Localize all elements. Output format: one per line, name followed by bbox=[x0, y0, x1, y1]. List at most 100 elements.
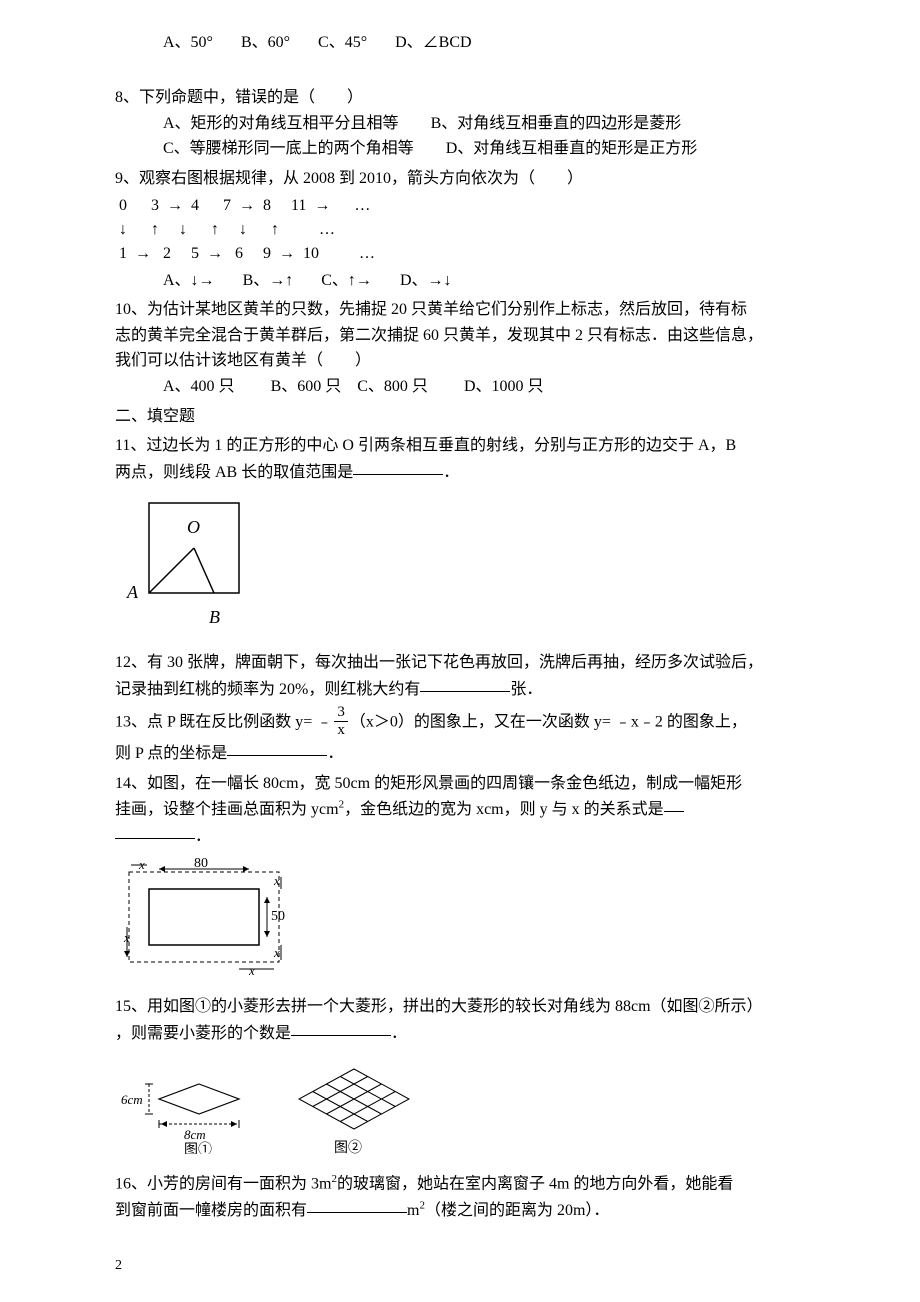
q12-line2: 记录抽到红桃的频率为 20%，则红桃大约有 张． bbox=[115, 676, 805, 703]
q12-line1: 12、有 30 张牌，牌面朝下，每次抽出一张记下花色再放回，洗牌后再抽，经历多次… bbox=[115, 650, 805, 676]
q15-svg: 6cm 8cm 图① 图② bbox=[119, 1054, 429, 1154]
q16-c2: m bbox=[407, 1202, 419, 1219]
q15-blank bbox=[291, 1018, 391, 1036]
q7-opt-c: C、45° bbox=[318, 34, 367, 51]
q14-label-80: 80 bbox=[194, 857, 208, 871]
q16-c1: 到窗前面一幢楼房的面积有 bbox=[115, 1202, 307, 1219]
q10-opt-a: A、400 只 bbox=[163, 378, 235, 395]
q9: 9、观察右图根据规律，从 2008 到 2010，箭头方向依次为（ ） 0 3 … bbox=[115, 166, 805, 293]
q11-line2: 两点，则线段 AB 长的取值范围是 ． bbox=[115, 459, 805, 486]
q15-cap1: 图① bbox=[184, 1142, 212, 1154]
q9-opt-c: C、↑→ bbox=[321, 272, 372, 289]
q8: 8、下列命题中，错误的是（ ） A、矩形的对角线互相平分且相等 B、对角线互相垂… bbox=[115, 85, 805, 162]
q14-svg: 80 50 x x x x x bbox=[119, 857, 299, 977]
q12: 12、有 30 张牌，牌面朝下，每次抽出一张记下花色再放回，洗牌后再抽，经历多次… bbox=[115, 650, 805, 702]
q10-opt-c: C、800 只 bbox=[357, 378, 428, 395]
q14-label-50: 50 bbox=[271, 909, 285, 924]
q9-opt-b: B、→↑ bbox=[243, 272, 294, 289]
q13: 13、点 P 既在反比例函数 y= ﹣3x（x＞0）的图象上，又在一次函数 y=… bbox=[115, 706, 805, 767]
section2-heading: 二、填空题 bbox=[115, 404, 805, 430]
q14: 14、如图，在一幅长 80cm，宽 50cm 的矩形风景画的四周镶一条金色纸边，… bbox=[115, 771, 805, 986]
q11-diagram: O A B bbox=[119, 493, 805, 642]
q11-label-o: O bbox=[187, 517, 200, 537]
q15-label-6cm: 6cm bbox=[121, 1092, 143, 1107]
page-number: 2 bbox=[115, 1255, 122, 1277]
q16-a: 16、小芳的房间有一面积为 3m bbox=[115, 1175, 331, 1192]
q16: 16、小芳的房间有一面积为 3m2的玻璃窗，她站在室内离窗子 4m 的地方向外看… bbox=[115, 1171, 805, 1224]
q10-opt-b: B、600 只 bbox=[271, 378, 342, 395]
q8-options-row2: C、等腰梯形同一底上的两个角相等 D、对角线互相垂直的矩形是正方形 bbox=[115, 136, 805, 162]
q9-row1: 0 3 → 4 7 → 8 11 → … bbox=[119, 194, 805, 218]
q13-a1: 13、点 P 既在反比例函数 y= ﹣ bbox=[115, 714, 332, 731]
q14-line2: 挂画，设整个挂画总面积为 ycm2，金色纸边的宽为 xcm，则 y 与 x 的关… bbox=[115, 796, 805, 823]
q10-line1: 10、为估计某地区黄羊的只数，先捕捉 20 只黄羊给它们分别作上标志，然后放回，… bbox=[115, 297, 805, 323]
q7-opt-a: A、50° bbox=[163, 34, 213, 51]
q7-options: A、50° B、60° C、45° D、∠BCD bbox=[115, 30, 805, 56]
q9-opt-a: A、↓→ bbox=[163, 272, 215, 289]
q12-b2: 张． bbox=[510, 681, 542, 698]
q15-diagram: 6cm 8cm 图① 图② bbox=[119, 1054, 805, 1163]
q16-line2: 到窗前面一幢楼房的面积有m2（楼之间的距离为 20m）． bbox=[115, 1197, 805, 1224]
q11-line1: 11、过边长为 1 的正方形的中心 O 引两条相互垂直的射线，分别与正方形的边交… bbox=[115, 433, 805, 459]
q10-line2: 志的黄羊完全混合于黄羊群后，第二次捕捉 60 只黄羊，发现其中 2 只有标志．由… bbox=[115, 323, 805, 349]
q13-b2: ． bbox=[327, 745, 343, 762]
q7-opt-d: D、∠BCD bbox=[395, 34, 471, 51]
q15-b2: ． bbox=[391, 1025, 407, 1042]
q11-line2a: 两点，则线段 AB 长的取值范围是 bbox=[115, 464, 353, 481]
q13-fraction: 3x bbox=[334, 704, 348, 738]
q9-arrow-table: 0 3 → 4 7 → 8 11 → … ↓ ↑ ↓ ↑ ↓ ↑ … 1 → 2… bbox=[115, 194, 805, 266]
q10-options: A、400 只 B、600 只 C、800 只 D、1000 只 bbox=[115, 374, 805, 400]
q14-x5: x bbox=[248, 963, 255, 977]
q10-line3: 我们可以估计该地区有黄羊（ ） bbox=[115, 348, 805, 374]
q12-blank bbox=[420, 674, 510, 692]
q8-opt-a: A、矩形的对角线互相平分且相等 bbox=[163, 115, 399, 132]
q8-opt-b: B、对角线互相垂直的四边形是菱形 bbox=[431, 115, 682, 132]
q11: 11、过边长为 1 的正方形的中心 O 引两条相互垂直的射线，分别与正方形的边交… bbox=[115, 433, 805, 642]
q16-c3: （楼之间的距离为 20m）． bbox=[425, 1202, 609, 1219]
q11-blank bbox=[353, 457, 443, 475]
q9-options: A、↓→ B、→↑ C、↑→ D、→↓ bbox=[115, 268, 805, 294]
q9-opt-d: D、→↓ bbox=[400, 272, 452, 289]
q9-row2: ↓ ↑ ↓ ↑ ↓ ↑ … bbox=[119, 218, 805, 242]
q14-line3: ． bbox=[115, 823, 805, 850]
q16-blank bbox=[307, 1195, 407, 1213]
q16-b: 的玻璃窗，她站在室内离窗子 4m 的地方向外看，她能看 bbox=[337, 1175, 733, 1192]
q14-line1: 14、如图，在一幅长 80cm，宽 50cm 的矩形风景画的四周镶一条金色纸边，… bbox=[115, 771, 805, 797]
q11-svg: O A B bbox=[119, 493, 249, 633]
q13-b1: 则 P 点的坐标是 bbox=[115, 745, 227, 762]
q14-blank1 bbox=[664, 794, 684, 812]
q7-opt-b: B、60° bbox=[241, 34, 290, 51]
q11-label-b: B bbox=[209, 607, 220, 627]
q9-stem: 9、观察右图根据规律，从 2008 到 2010，箭头方向依次为（ ） bbox=[115, 166, 805, 192]
q11-line2b: ． bbox=[443, 464, 459, 481]
q8-opt-c: C、等腰梯形同一底上的两个角相等 bbox=[163, 140, 414, 157]
q14-diagram: 80 50 x x x x x bbox=[119, 857, 805, 986]
q15: 15、用如图①的小菱形去拼一个大菱形，拼出的大菱形的较长对角线为 88cm（如图… bbox=[115, 994, 805, 1163]
q14-d: ． bbox=[195, 828, 211, 845]
q11-label-a: A bbox=[126, 582, 139, 602]
q13-num: 3 bbox=[334, 704, 348, 722]
q15-line1: 15、用如图①的小菱形去拼一个大菱形，拼出的大菱形的较长对角线为 88cm（如图… bbox=[115, 994, 805, 1020]
q14-blank2 bbox=[115, 821, 195, 839]
q8-stem: 8、下列命题中，错误的是（ ） bbox=[115, 85, 805, 111]
q14-c: ，金色纸边的宽为 xcm，则 y 与 x 的关系式是 bbox=[344, 801, 664, 818]
q12-b1: 记录抽到红桃的频率为 20%，则红桃大约有 bbox=[115, 681, 420, 698]
q13-line2: 则 P 点的坐标是 ． bbox=[115, 740, 805, 767]
q15-line2: ，则需要小菱形的个数是 ． bbox=[115, 1020, 805, 1047]
q10: 10、为估计某地区黄羊的只数，先捕捉 20 只黄羊给它们分别作上标志，然后放回，… bbox=[115, 297, 805, 399]
q15-label-8cm: 8cm bbox=[184, 1127, 206, 1142]
q10-opt-d: D、1000 只 bbox=[464, 378, 544, 395]
q13-a2: （x＞0）的图象上，又在一次函数 y= ﹣x﹣2 的图象上， bbox=[350, 714, 747, 731]
q16-line1: 16、小芳的房间有一面积为 3m2的玻璃窗，她站在室内离窗子 4m 的地方向外看… bbox=[115, 1171, 805, 1197]
q15-cap2: 图② bbox=[334, 1140, 362, 1154]
q8-opt-d: D、对角线互相垂直的矩形是正方形 bbox=[446, 140, 698, 157]
q13-den: x bbox=[334, 722, 348, 739]
q15-b1: ，则需要小菱形的个数是 bbox=[115, 1025, 291, 1042]
q14-x3: x bbox=[273, 945, 280, 960]
q8-options-row1: A、矩形的对角线互相平分且相等 B、对角线互相垂直的四边形是菱形 bbox=[115, 111, 805, 137]
q14-x2: x bbox=[273, 873, 280, 888]
q9-row3: 1 → 2 5 → 6 9 → 10 … bbox=[119, 242, 805, 266]
q13-line1: 13、点 P 既在反比例函数 y= ﹣3x（x＞0）的图象上，又在一次函数 y=… bbox=[115, 706, 805, 740]
q14-b: 挂画，设整个挂画总面积为 ycm bbox=[115, 801, 339, 818]
q13-blank bbox=[227, 738, 327, 756]
